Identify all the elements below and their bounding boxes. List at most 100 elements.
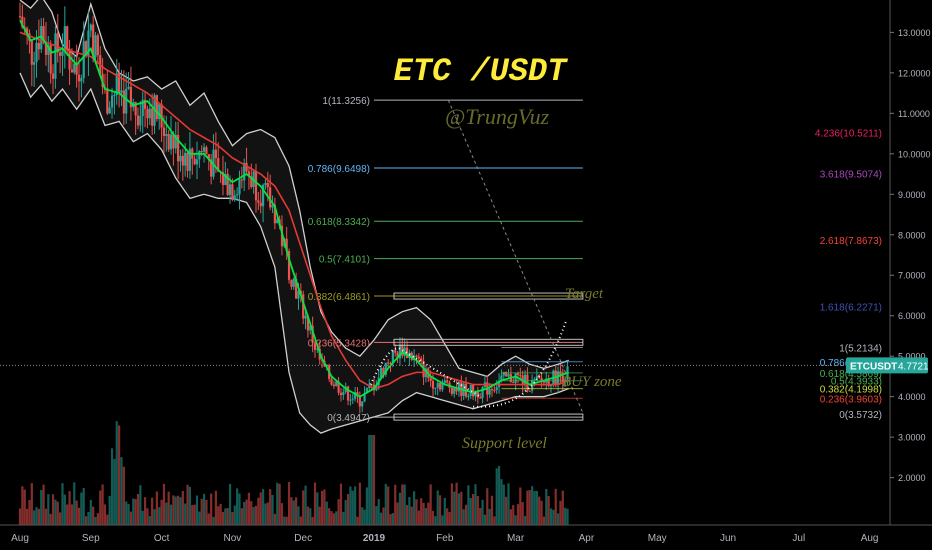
- candle-body: [273, 204, 276, 224]
- volume-bar: [44, 508, 48, 525]
- candle-body: [542, 380, 546, 383]
- candle-body: [330, 378, 333, 385]
- price-tick-label: 11.0000: [898, 109, 930, 119]
- volume-bar: [146, 508, 149, 525]
- candle-body: [561, 375, 564, 383]
- candle-body: [214, 149, 217, 159]
- volume-bar: [87, 511, 90, 525]
- candle-body: [146, 108, 149, 119]
- candle-body: [68, 48, 71, 70]
- candle-body: [200, 150, 203, 152]
- candle-body: [33, 62, 36, 65]
- candle-body: [540, 377, 543, 381]
- volume-bar: [457, 493, 461, 525]
- bollinger-upper-line: [19, 0, 569, 378]
- time-tick-label: Sep: [82, 533, 100, 544]
- volume-bar: [141, 510, 144, 525]
- candle-body: [245, 162, 248, 172]
- volume-bar: [318, 506, 321, 525]
- candle-body: [221, 172, 225, 185]
- candle-body: [21, 16, 24, 28]
- volume-bar: [512, 505, 515, 525]
- volume-bar: [403, 484, 406, 525]
- fib-extension-label: 4.236(10.5211): [815, 129, 882, 140]
- volume-bar: [566, 508, 569, 525]
- candle-body: [339, 392, 343, 396]
- candle-body: [342, 392, 345, 396]
- volume-bar: [304, 485, 307, 525]
- volume-bar: [73, 482, 76, 525]
- volume-bar: [488, 508, 491, 525]
- volume-bar: [502, 484, 505, 525]
- candle-body: [443, 380, 446, 384]
- candle-body: [167, 134, 170, 150]
- candle-body: [94, 35, 97, 57]
- volume-bar: [528, 490, 531, 525]
- candle-body: [490, 389, 494, 391]
- volume-bar: [106, 514, 109, 525]
- volume-bar: [278, 483, 281, 525]
- volume-bar: [247, 492, 251, 525]
- candle-body: [379, 367, 383, 378]
- volume-bar: [68, 491, 71, 525]
- candle-body: [556, 371, 560, 386]
- candle-body: [287, 251, 291, 280]
- volume-bar: [169, 504, 173, 525]
- volume-bar: [405, 504, 409, 525]
- volume-bar: [455, 482, 458, 525]
- watermark: @TrungVuz: [445, 104, 550, 129]
- volume-bar: [40, 489, 43, 525]
- volume-bar: [212, 516, 215, 525]
- volume-bar: [129, 511, 133, 525]
- candle-body: [434, 387, 437, 389]
- candle-body: [44, 42, 48, 55]
- volume-bar: [472, 494, 475, 525]
- symbol-price-badge: ETCUSDT 4.7721: [846, 357, 929, 374]
- ma-fast-line: [19, 19, 570, 398]
- volume-bar: [396, 502, 399, 525]
- candle-body: [207, 154, 210, 160]
- candle-body: [472, 384, 475, 397]
- moving-averages: [19, 19, 570, 398]
- candle-body: [92, 24, 95, 57]
- volume-bar: [33, 510, 36, 525]
- fib-extension-label: 2.618(7.8673): [820, 236, 882, 247]
- volume-bar: [335, 511, 338, 525]
- volume-bar: [148, 516, 151, 525]
- volume-bar: [30, 483, 33, 525]
- volume-bar: [325, 501, 328, 525]
- volume-bar: [394, 484, 397, 525]
- volume-bar: [344, 500, 347, 525]
- volume-bar: [174, 496, 177, 525]
- volume-bar: [469, 498, 472, 525]
- price-tick-label: 9.0000: [898, 190, 926, 200]
- volume-bar: [139, 485, 142, 525]
- candle-body: [120, 90, 123, 93]
- volume-bar: [311, 516, 314, 525]
- volume-bar: [252, 507, 255, 525]
- time-axis[interactable]: Aug Sep Oct Nov Dec 2019 Feb Mar Apr May Jun Jul Aug: [0, 524, 932, 544]
- level-zone-box: [393, 413, 584, 421]
- volume-bar: [422, 502, 425, 525]
- volume-bar: [200, 498, 203, 525]
- time-tick-label: May: [648, 533, 667, 544]
- volume-bar: [202, 493, 206, 525]
- volume-bar: [21, 486, 24, 525]
- price-tick-label: 7.0000: [898, 271, 926, 281]
- volume-bar: [453, 491, 456, 525]
- price-axis[interactable]: 13.0000 12.0000 11.0000 10.0000 9.0000 8.0000…: [889, 0, 931, 525]
- candle-body: [512, 382, 515, 384]
- candle-body: [351, 398, 354, 400]
- volume-bar: [103, 504, 107, 525]
- volume-bar: [264, 503, 267, 525]
- volume-bar: [243, 501, 246, 525]
- candle-body: [479, 397, 482, 399]
- volume-bar: [420, 498, 423, 525]
- volume-bar: [125, 501, 128, 525]
- candle-body: [335, 381, 338, 387]
- candle-body: [500, 375, 503, 381]
- volume-bar: [49, 513, 52, 525]
- level-zone-box: [393, 338, 584, 346]
- volume-bar: [184, 503, 187, 525]
